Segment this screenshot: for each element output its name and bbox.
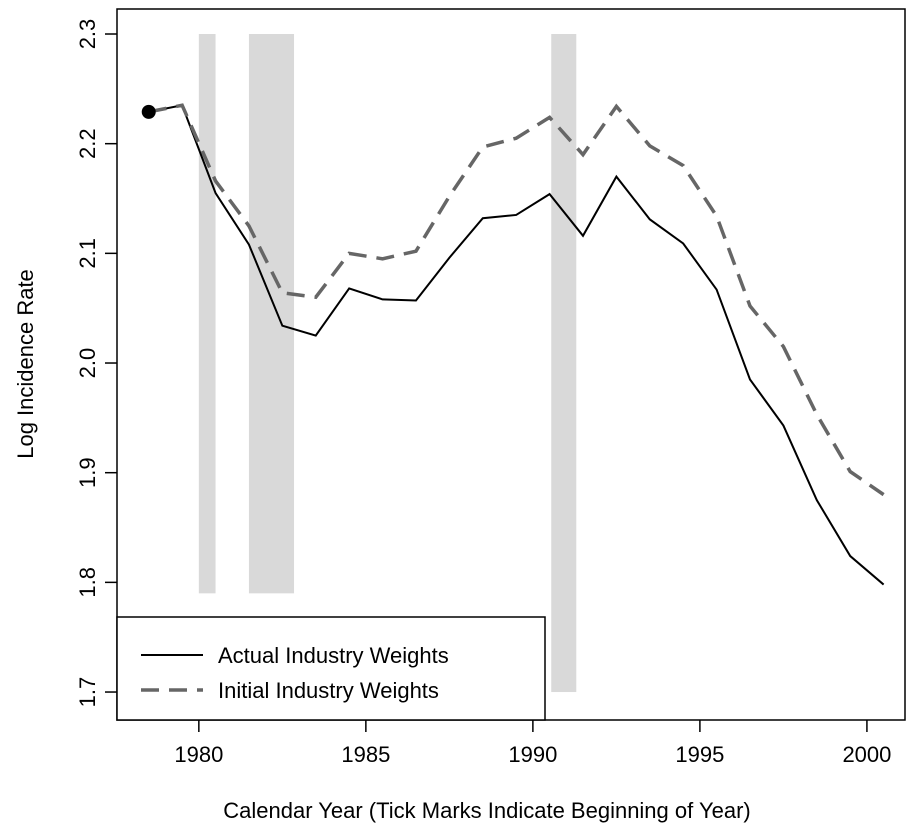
y-tick-label: 1.7: [75, 677, 100, 708]
legend-label: Initial Industry Weights: [218, 678, 439, 703]
x-axis-label: Calendar Year (Tick Marks Indicate Begin…: [223, 798, 750, 823]
y-tick-label: 2.3: [75, 19, 100, 50]
y-tick-label: 2.0: [75, 348, 100, 379]
legend: Actual Industry Weights Initial Industry …: [116, 616, 546, 721]
x-tick-label: 2000: [842, 742, 891, 767]
y-tick-label: 1.9: [75, 457, 100, 488]
series-line: [148, 104, 885, 586]
plot-frame: [116, 8, 906, 721]
shaded-region: [198, 34, 216, 594]
x-tick-label: 1990: [508, 742, 557, 767]
x-tick-label: 1980: [174, 742, 223, 767]
shaded-region: [551, 34, 577, 693]
x-tick-label: 1995: [675, 742, 724, 767]
shaded-region: [248, 34, 295, 594]
legend-label: Actual Industry Weights: [218, 643, 449, 668]
legend-box: [116, 616, 546, 721]
y-tick-label: 2.1: [75, 238, 100, 269]
y-tick-label: 1.8: [75, 567, 100, 598]
y-tick-label: 2.2: [75, 128, 100, 159]
series-line: [148, 103, 885, 497]
x-tick-label: 1985: [341, 742, 390, 767]
start-marker: [141, 104, 156, 119]
y-axis-label: Log Incidence Rate: [13, 269, 38, 459]
